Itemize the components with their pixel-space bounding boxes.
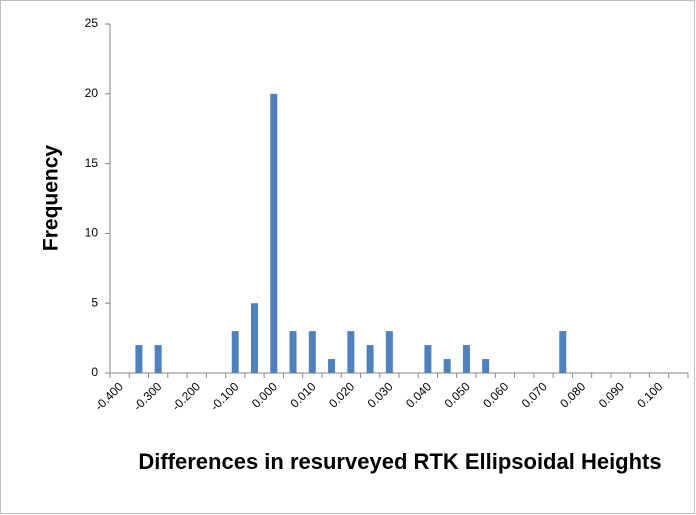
bar (308, 331, 316, 373)
x-tick-label: -0.300 (131, 379, 165, 413)
x-axis-label: Differences in resurveyed RTK Ellipsoida… (138, 449, 662, 474)
y-tick-label: 25 (85, 16, 99, 30)
x-tick-label: 0.060 (480, 379, 511, 410)
x-tick-label: 0.040 (403, 379, 434, 410)
x-tick-label: 0.030 (365, 379, 396, 410)
bar (328, 359, 336, 373)
x-tick-label: -0.100 (208, 379, 242, 413)
bar (135, 345, 143, 373)
y-tick-label: 20 (85, 86, 99, 100)
y-tick-label: 0 (91, 365, 98, 379)
y-tick-label: 15 (85, 156, 99, 170)
bar (424, 345, 432, 373)
bar (154, 345, 162, 373)
x-tick-label: 0.020 (326, 379, 357, 410)
x-tick-label: 0.080 (557, 379, 588, 410)
x-tick-label: 0.010 (288, 379, 319, 410)
bar (559, 331, 567, 373)
bar (347, 331, 355, 373)
y-axis-label: Frequency (40, 145, 63, 252)
bar (289, 331, 297, 373)
bar (443, 359, 451, 373)
bar (270, 93, 278, 374)
bar (251, 303, 258, 373)
x-tick-label: -0.400 (92, 379, 126, 413)
bar (482, 359, 490, 373)
y-tick-label: 10 (85, 226, 99, 240)
y-tick-label: 5 (91, 295, 98, 309)
x-tick-label: 0.100 (634, 379, 665, 410)
bar (462, 345, 470, 373)
x-tick-label: 0.070 (519, 379, 550, 410)
x-tick-label: 0.050 (442, 379, 473, 410)
bar (385, 331, 393, 373)
bar (366, 345, 374, 373)
x-tick-label: 0.000 (249, 379, 280, 410)
x-tick-label: -0.200 (169, 379, 203, 413)
bar (231, 331, 239, 373)
x-tick-label: 0.090 (596, 379, 627, 410)
